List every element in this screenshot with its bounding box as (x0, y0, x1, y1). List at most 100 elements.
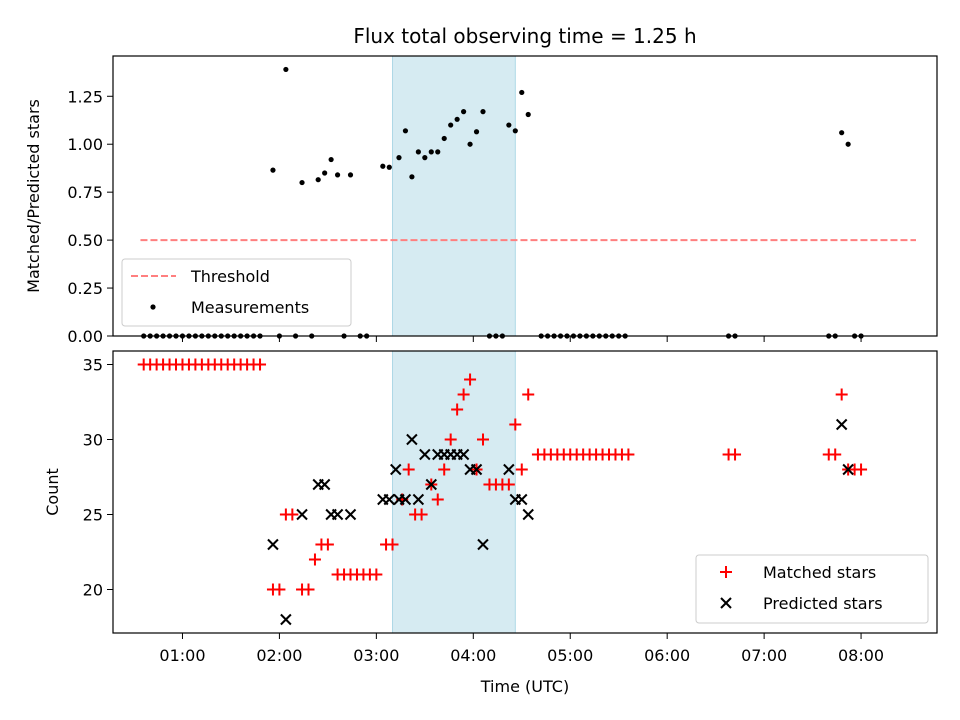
top-y-axis-title: Matched/Predicted stars (24, 99, 43, 293)
measurement-point (415, 149, 421, 155)
x-tick-label: 01:00 (159, 646, 205, 665)
x-tick-label: 06:00 (644, 646, 690, 665)
bottom-points-layer (137, 358, 868, 626)
legend-predicted-label: Predicted stars (763, 594, 883, 613)
measurement-point (322, 170, 328, 176)
predicted-star-point (383, 493, 395, 506)
predicted-star-point (344, 508, 357, 521)
legend-threshold-label: Threshold (190, 267, 270, 286)
predicted-star-point (842, 463, 854, 476)
matched-star-point (509, 418, 522, 431)
bottom-y-axis-title: Count (43, 468, 62, 516)
measurement-point (283, 66, 289, 73)
predicted-star-point (331, 508, 344, 521)
matched-star-point (835, 388, 848, 401)
matched-star-point (464, 373, 477, 386)
bottom-x-ticks: 01:00 02:00 03:00 04:00 05:00 06:00 07:00 08:00 (159, 633, 884, 665)
matched-star-point (254, 358, 267, 371)
bottom-plot-frame (112, 350, 938, 634)
measurement-point (328, 156, 334, 163)
predicted-star-point (318, 478, 331, 491)
y-tick-label: 0.25 (67, 279, 103, 298)
measurement-point (396, 155, 402, 161)
measurement-point (839, 130, 845, 136)
top-y-ticks: 0.00 0.25 0.50 0.75 1.00 1.25 (67, 87, 113, 346)
x-tick-label: 05:00 (547, 646, 593, 665)
predicted-star-point (390, 463, 402, 476)
measurement-point (454, 116, 460, 122)
top-plot-frame (112, 55, 938, 337)
matched-star-point (415, 508, 428, 521)
matched-star-point (308, 553, 321, 566)
matched-star-point (729, 448, 742, 461)
predicted-star-point (399, 493, 412, 506)
measurement-point (299, 179, 305, 186)
matched-star-point (438, 463, 451, 476)
x-axis-title: Time (UTC) (480, 677, 569, 696)
measurement-point (428, 149, 434, 155)
measurement-point (334, 172, 341, 178)
bottom-legend: Matched stars Predicted stars (695, 554, 929, 624)
matched-star-point (321, 538, 334, 551)
matched-star-point (451, 403, 464, 416)
x-tick-label: 08:00 (838, 646, 884, 665)
bottom-highlight-span (392, 350, 516, 634)
measurement-point (473, 129, 480, 135)
top-points-layer (141, 66, 864, 339)
measurement-point (441, 135, 447, 142)
matched-star-point (515, 463, 528, 476)
matched-star-point (522, 388, 535, 401)
measurement-point (422, 155, 428, 161)
legend-predicted-swatch (720, 597, 732, 609)
matched-star-point (502, 478, 515, 491)
measurement-point (512, 128, 518, 134)
measurement-point (461, 109, 467, 115)
legend-matched-swatch (720, 566, 732, 578)
top-legend-box (121, 258, 352, 327)
predicted-star-point (835, 418, 848, 431)
y-tick-label: 20 (83, 581, 103, 600)
y-tick-label: 25 (83, 506, 103, 525)
measurement-point (506, 122, 512, 128)
measurement-point (435, 149, 441, 155)
measurement-point (525, 111, 531, 118)
y-tick-label: 1.00 (67, 135, 103, 154)
y-tick-label: 0.00 (67, 327, 103, 346)
matched-star-point (302, 583, 315, 596)
predicted-star-point (419, 448, 431, 461)
x-tick-label: 02:00 (256, 646, 302, 665)
matched-star-point (286, 508, 299, 521)
measurement-point (270, 167, 276, 173)
x-tick-label: 03:00 (353, 646, 399, 665)
measurement-point (386, 164, 392, 170)
predicted-star-point (503, 463, 515, 476)
top-legend: Threshold Measurements (121, 258, 352, 327)
matched-star-point (476, 433, 489, 446)
top-x-ticks (181, 336, 862, 342)
legend-measurements-swatch (150, 304, 156, 310)
chart-title: Flux total observing time = 1.25 h (353, 24, 696, 48)
predicted-star-point (457, 448, 470, 461)
y-tick-label: 0.75 (67, 183, 103, 202)
predicted-star-point (296, 508, 308, 521)
matched-star-point (273, 583, 286, 596)
matched-star-point (855, 463, 868, 476)
measurement-point (448, 122, 454, 128)
top-highlight-span (392, 55, 516, 337)
y-tick-label: 1.25 (67, 87, 103, 106)
predicted-star-point (477, 538, 489, 551)
predicted-star-point (280, 613, 292, 626)
measurement-point (347, 172, 354, 178)
measurement-point (409, 174, 415, 180)
measurement-point (380, 163, 386, 169)
predicted-star-point (267, 538, 279, 551)
bottom-legend-box (695, 554, 929, 624)
predicted-star-point (516, 493, 528, 506)
matched-star-point (402, 463, 415, 476)
measurement-point (402, 128, 409, 134)
matched-star-point (386, 538, 399, 551)
bottom-y-ticks: 20 25 30 35 (83, 356, 113, 600)
matched-star-point (444, 433, 457, 446)
x-tick-label: 07:00 (741, 646, 787, 665)
